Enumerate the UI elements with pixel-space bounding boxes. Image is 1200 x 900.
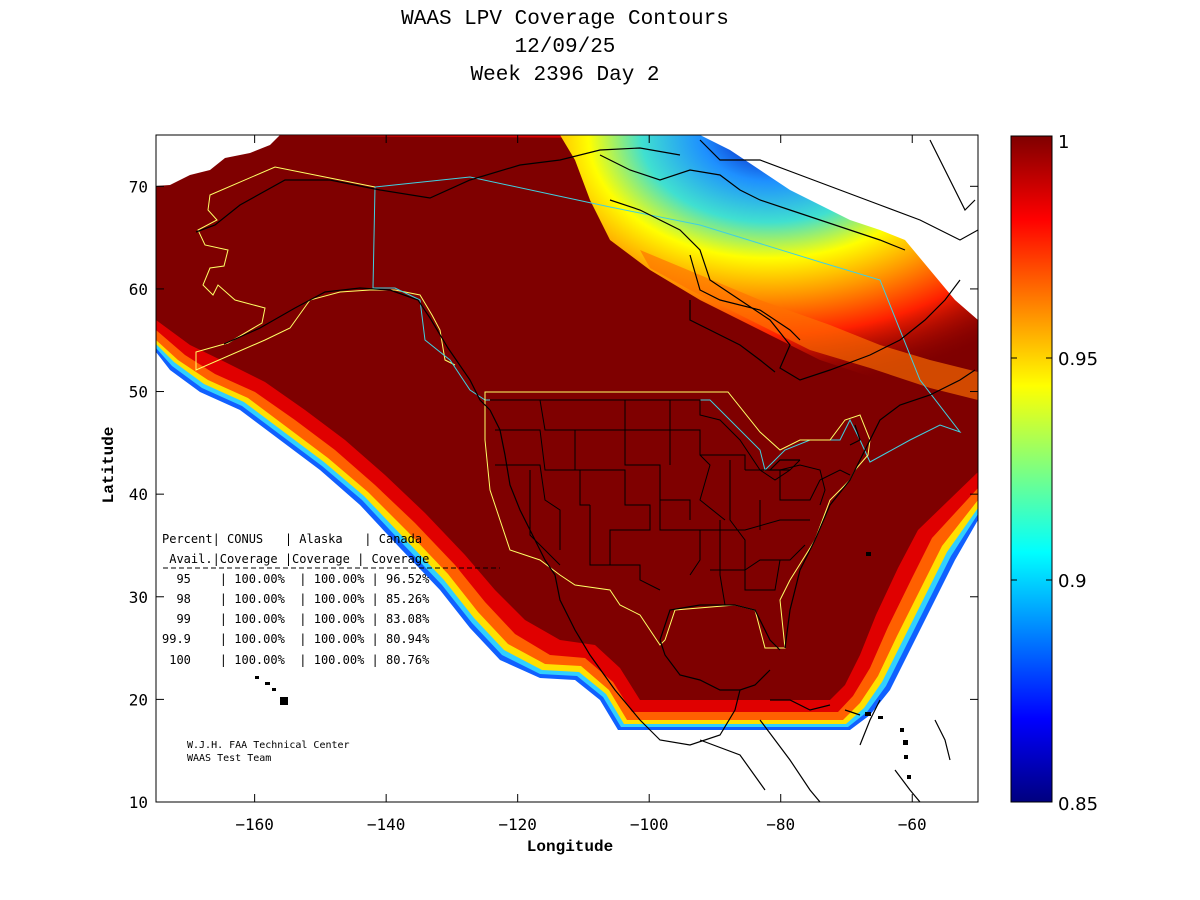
table-header-1: Percent| CONUS | Alaska | Canada <box>162 532 422 546</box>
y-axis-ticks: 10 20 30 40 50 60 70 <box>129 177 978 812</box>
x-tick-label: −100 <box>630 815 669 834</box>
table-row: 99 | 100.00% | 100.00% | 83.08% <box>162 612 430 626</box>
colorbar-tick-label: 0.95 <box>1058 349 1098 370</box>
table-header-2: Avail.|Coverage |Coverage | Coverage <box>162 552 429 566</box>
coverage-table: Percent| CONUS | Alaska | Canada Avail.|… <box>162 532 500 667</box>
y-tick-label: 20 <box>129 690 148 709</box>
colorbar-ticks: 1 0.95 0.9 0.85 <box>1011 132 1098 815</box>
y-tick-label: 60 <box>129 280 148 299</box>
map-area <box>156 135 978 802</box>
x-tick-label: −160 <box>235 815 274 834</box>
coverage-degraded-orange <box>640 250 978 400</box>
colorbar-tick-label: 0.9 <box>1058 571 1087 592</box>
chart-title: WAAS LPV Coverage Contours 12/09/25 Week… <box>0 6 1130 90</box>
conus-state-lines <box>490 399 851 606</box>
y-tick-label: 40 <box>129 485 148 504</box>
colorbar-tick-label: 1 <box>1058 132 1069 153</box>
alaska-service-boundary <box>195 166 456 371</box>
title-line-3: Week 2396 Day 2 <box>470 64 660 87</box>
x-tick-label: −120 <box>498 815 537 834</box>
colorbar <box>1010 135 1053 803</box>
y-tick-label: 50 <box>129 383 148 402</box>
table-row: 98 | 100.00% | 100.00% | 85.26% <box>162 592 430 606</box>
credit-line-2: WAAS Test Team <box>187 753 271 764</box>
table-row: 100 | 100.00% | 100.00% | 80.76% <box>162 653 430 667</box>
coverage-gap-ne <box>700 135 978 320</box>
canada-service-boundary <box>372 176 962 471</box>
y-tick-label: 10 <box>129 793 148 812</box>
y-axis-label: Latitude <box>100 427 118 504</box>
x-tick-label: −140 <box>367 815 406 834</box>
title-line-1: WAAS LPV Coverage Contours <box>401 8 729 31</box>
title-line-2: 12/09/25 <box>514 36 616 59</box>
hawaii-islands <box>255 676 288 705</box>
table-row: 99.9 | 100.00% | 100.00% | 80.94% <box>162 632 430 646</box>
coverage-notch <box>156 135 280 186</box>
y-tick-label: 70 <box>129 177 148 196</box>
colorbar-tick-label: 0.85 <box>1058 794 1098 815</box>
y-tick-label: 30 <box>129 588 148 607</box>
coastline-outlines <box>195 139 978 802</box>
x-tick-label: −80 <box>766 815 795 834</box>
x-axis-ticks: −160 −140 −120 −100 −80 −60 <box>235 135 927 834</box>
plot-frame <box>155 134 979 803</box>
credit-line-1: W.J.H. FAA Technical Center <box>187 740 350 751</box>
caribbean-islands <box>865 552 911 779</box>
x-axis-label: Longitude <box>527 838 613 856</box>
x-tick-label: −60 <box>898 815 927 834</box>
table-row: 95 | 100.00% | 100.00% | 96.52% <box>162 572 430 586</box>
